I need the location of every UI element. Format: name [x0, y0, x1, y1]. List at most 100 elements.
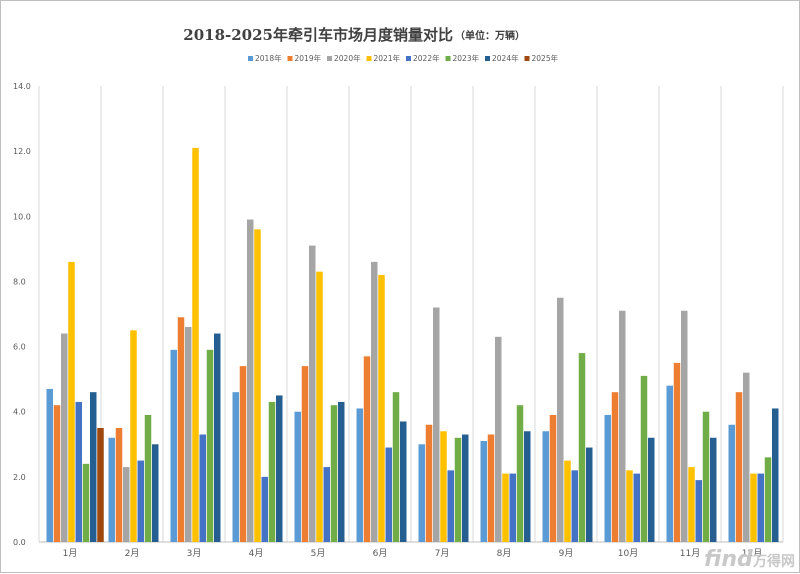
bar — [301, 366, 309, 542]
bar — [46, 388, 53, 542]
bar — [123, 467, 130, 542]
bar — [611, 392, 619, 542]
chart-unit-label: （单位：万辆） — [455, 29, 525, 42]
y-tick-label: 14.0 — [13, 82, 31, 91]
bar — [604, 414, 611, 542]
x-tick-label: 9月 — [559, 548, 574, 559]
bar — [549, 414, 557, 542]
bar — [772, 408, 779, 542]
bar — [487, 434, 495, 542]
bar — [571, 470, 578, 542]
bar — [757, 473, 764, 542]
bar — [268, 401, 276, 542]
bar — [502, 473, 509, 542]
bar — [338, 401, 345, 542]
grid-lines — [38, 86, 784, 543]
bar — [578, 353, 586, 542]
bar — [371, 261, 378, 542]
legend: 2018年 2019年 2020年 2021年 2022年 2023年 2024年 2025年 — [248, 53, 559, 63]
bar — [385, 447, 392, 542]
legend-label: 2018年 — [255, 53, 282, 63]
legend-label: 2025年 — [532, 53, 559, 63]
bar — [214, 333, 221, 542]
bar — [735, 392, 743, 542]
x-tick-label: 8月 — [497, 548, 512, 559]
bar — [185, 327, 192, 542]
y-tick-label: 8.0 — [13, 277, 26, 286]
y-tick-label: 4.0 — [13, 408, 26, 417]
bar — [309, 245, 316, 542]
bar — [433, 307, 440, 542]
bar — [750, 473, 757, 542]
y-tick-label: 6.0 — [13, 343, 26, 352]
x-tick-label: 1月 — [63, 548, 78, 559]
bar — [53, 405, 61, 542]
legend-swatch — [327, 56, 332, 61]
legend-label: 2024年 — [492, 53, 519, 63]
bar — [170, 349, 177, 542]
bar — [144, 414, 152, 542]
bar — [666, 385, 673, 542]
chart-title-group: 2018-2025年牵引车市场月度销量对比 （单位：万辆） — [183, 26, 525, 44]
bar — [261, 476, 268, 542]
bar — [75, 401, 82, 542]
bar — [619, 310, 626, 542]
bar — [254, 229, 261, 543]
y-tick-label: 10.0 — [13, 212, 31, 221]
bar — [710, 437, 717, 542]
y-tick-label: 12.0 — [13, 147, 31, 156]
bar — [516, 405, 524, 542]
bar — [447, 470, 454, 542]
bar — [688, 467, 695, 542]
bar — [323, 467, 330, 542]
bar — [199, 434, 206, 542]
chart-title: 2018-2025年牵引车市场月度销量对比 — [183, 26, 453, 44]
bar — [633, 473, 640, 542]
bar — [673, 362, 681, 542]
bar — [108, 437, 115, 542]
bar — [316, 271, 323, 542]
legend-label: 2022年 — [413, 53, 440, 63]
legend-label: 2021年 — [374, 53, 401, 63]
watermark-cn: 万得网 — [752, 553, 795, 570]
legend-label: 2019年 — [295, 53, 322, 63]
bar — [702, 411, 710, 542]
bar — [648, 437, 655, 542]
bar — [454, 437, 462, 542]
bar — [356, 408, 363, 542]
legend-swatch — [406, 56, 411, 61]
bar — [239, 366, 247, 542]
bar — [681, 310, 688, 542]
bar — [418, 444, 425, 542]
bar — [743, 372, 750, 542]
x-tick-label: 12月 — [742, 548, 762, 559]
x-tick-label: 6月 — [373, 548, 388, 559]
bar — [695, 480, 702, 542]
x-tick-label: 4月 — [249, 548, 264, 559]
legend-swatch — [485, 56, 490, 61]
legend-swatch — [445, 56, 451, 61]
bar — [68, 261, 75, 542]
x-tick-label: 5月 — [311, 548, 326, 559]
bar — [462, 434, 469, 542]
legend-swatch — [248, 56, 253, 61]
bar — [392, 392, 400, 542]
bar — [564, 460, 571, 542]
bar — [97, 428, 104, 542]
bar — [400, 421, 407, 542]
x-axis-ticks: 1月 2月 3月 4月 5月 6月 7月 8月 9月 10月 11月 12月 — [63, 548, 763, 559]
bar — [440, 431, 447, 542]
bar — [192, 147, 199, 542]
bar — [61, 333, 68, 542]
bar — [626, 470, 633, 542]
bar — [363, 356, 371, 542]
y-axis-ticks: 0.0 2.0 4.0 6.0 8.0 10.0 12.0 14.0 — [13, 82, 31, 547]
legend-label: 2023年 — [453, 53, 480, 63]
bar — [480, 441, 487, 542]
bar — [764, 457, 772, 542]
watermark-logo: find 万得网 — [704, 547, 795, 572]
bars — [46, 147, 779, 543]
bar — [425, 424, 433, 542]
